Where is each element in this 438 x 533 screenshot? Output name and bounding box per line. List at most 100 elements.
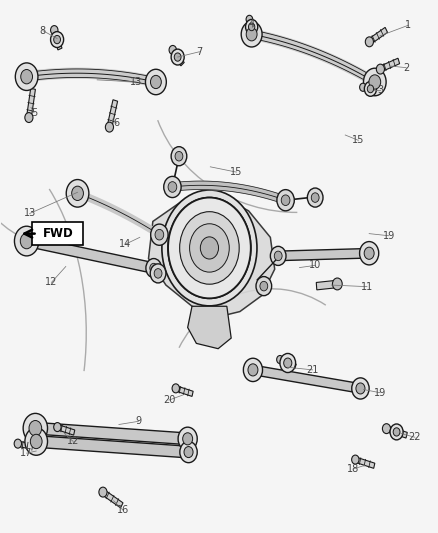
Text: 10: 10 xyxy=(309,261,321,270)
Text: 18: 18 xyxy=(347,464,359,474)
Circle shape xyxy=(106,122,113,132)
Circle shape xyxy=(248,23,255,31)
FancyBboxPatch shape xyxy=(32,222,83,245)
Circle shape xyxy=(20,233,33,249)
Circle shape xyxy=(23,414,47,443)
Text: FWD: FWD xyxy=(42,227,73,240)
Polygon shape xyxy=(27,88,35,118)
Text: 7: 7 xyxy=(196,47,202,56)
Circle shape xyxy=(150,263,158,273)
Circle shape xyxy=(172,384,180,393)
Text: 11: 11 xyxy=(361,281,373,292)
Circle shape xyxy=(248,364,258,376)
Text: 15: 15 xyxy=(352,135,364,146)
Polygon shape xyxy=(52,29,62,50)
Polygon shape xyxy=(57,424,75,435)
Text: 14: 14 xyxy=(119,239,131,249)
Circle shape xyxy=(175,151,183,161)
Circle shape xyxy=(256,277,272,296)
Polygon shape xyxy=(247,19,256,35)
Circle shape xyxy=(190,224,229,272)
Circle shape xyxy=(168,198,251,298)
Circle shape xyxy=(146,259,162,278)
Polygon shape xyxy=(171,49,184,66)
Text: 6: 6 xyxy=(113,118,120,128)
Polygon shape xyxy=(148,195,275,317)
Circle shape xyxy=(174,53,181,61)
Text: 8: 8 xyxy=(40,26,46,36)
Circle shape xyxy=(54,35,60,44)
Circle shape xyxy=(72,186,83,200)
Circle shape xyxy=(171,49,184,65)
Circle shape xyxy=(260,281,268,291)
Circle shape xyxy=(352,455,359,464)
Text: 9: 9 xyxy=(135,416,141,426)
Circle shape xyxy=(171,147,187,166)
Circle shape xyxy=(50,26,58,35)
Circle shape xyxy=(307,188,323,207)
Circle shape xyxy=(200,237,219,259)
Circle shape xyxy=(150,264,166,283)
Polygon shape xyxy=(26,236,155,273)
Circle shape xyxy=(364,68,386,96)
Polygon shape xyxy=(386,426,407,438)
Circle shape xyxy=(178,427,197,450)
Circle shape xyxy=(365,37,374,47)
Text: 2: 2 xyxy=(403,63,409,72)
Circle shape xyxy=(369,75,381,89)
Text: 15: 15 xyxy=(230,167,243,177)
Circle shape xyxy=(54,423,61,432)
Text: 13: 13 xyxy=(130,77,142,87)
Circle shape xyxy=(180,212,239,284)
Circle shape xyxy=(352,378,369,399)
Text: 4: 4 xyxy=(249,19,255,29)
Circle shape xyxy=(25,427,47,455)
Text: 20: 20 xyxy=(163,395,175,405)
Circle shape xyxy=(246,19,258,34)
Circle shape xyxy=(280,353,296,373)
Circle shape xyxy=(201,238,218,258)
Polygon shape xyxy=(355,457,375,469)
Circle shape xyxy=(30,434,42,449)
Text: 21: 21 xyxy=(307,365,319,375)
Circle shape xyxy=(364,247,374,260)
Text: 17: 17 xyxy=(21,448,33,458)
Circle shape xyxy=(155,229,164,240)
Text: 13: 13 xyxy=(24,208,36,219)
Circle shape xyxy=(154,269,162,278)
Circle shape xyxy=(151,75,161,88)
Circle shape xyxy=(274,251,282,261)
Polygon shape xyxy=(278,248,369,261)
Polygon shape xyxy=(36,435,189,458)
Polygon shape xyxy=(363,85,378,93)
Polygon shape xyxy=(316,280,338,290)
Circle shape xyxy=(390,424,403,440)
Circle shape xyxy=(360,83,366,91)
Circle shape xyxy=(99,487,107,497)
Circle shape xyxy=(246,28,257,41)
Text: 5: 5 xyxy=(31,108,37,118)
Circle shape xyxy=(145,69,166,95)
Circle shape xyxy=(332,278,342,290)
Circle shape xyxy=(168,182,177,192)
Polygon shape xyxy=(187,306,231,349)
Polygon shape xyxy=(175,386,193,397)
Circle shape xyxy=(356,383,365,394)
Polygon shape xyxy=(279,357,296,369)
Circle shape xyxy=(180,212,239,284)
Polygon shape xyxy=(252,365,361,393)
Circle shape xyxy=(183,433,193,445)
Circle shape xyxy=(29,421,42,436)
Circle shape xyxy=(277,190,294,211)
Circle shape xyxy=(14,226,39,256)
Circle shape xyxy=(277,356,283,364)
Circle shape xyxy=(311,193,319,203)
Circle shape xyxy=(190,224,229,272)
Polygon shape xyxy=(102,490,123,508)
Circle shape xyxy=(15,63,38,91)
Circle shape xyxy=(14,439,21,448)
Polygon shape xyxy=(368,27,388,44)
Circle shape xyxy=(164,176,181,198)
Circle shape xyxy=(244,358,262,382)
Circle shape xyxy=(184,447,193,458)
